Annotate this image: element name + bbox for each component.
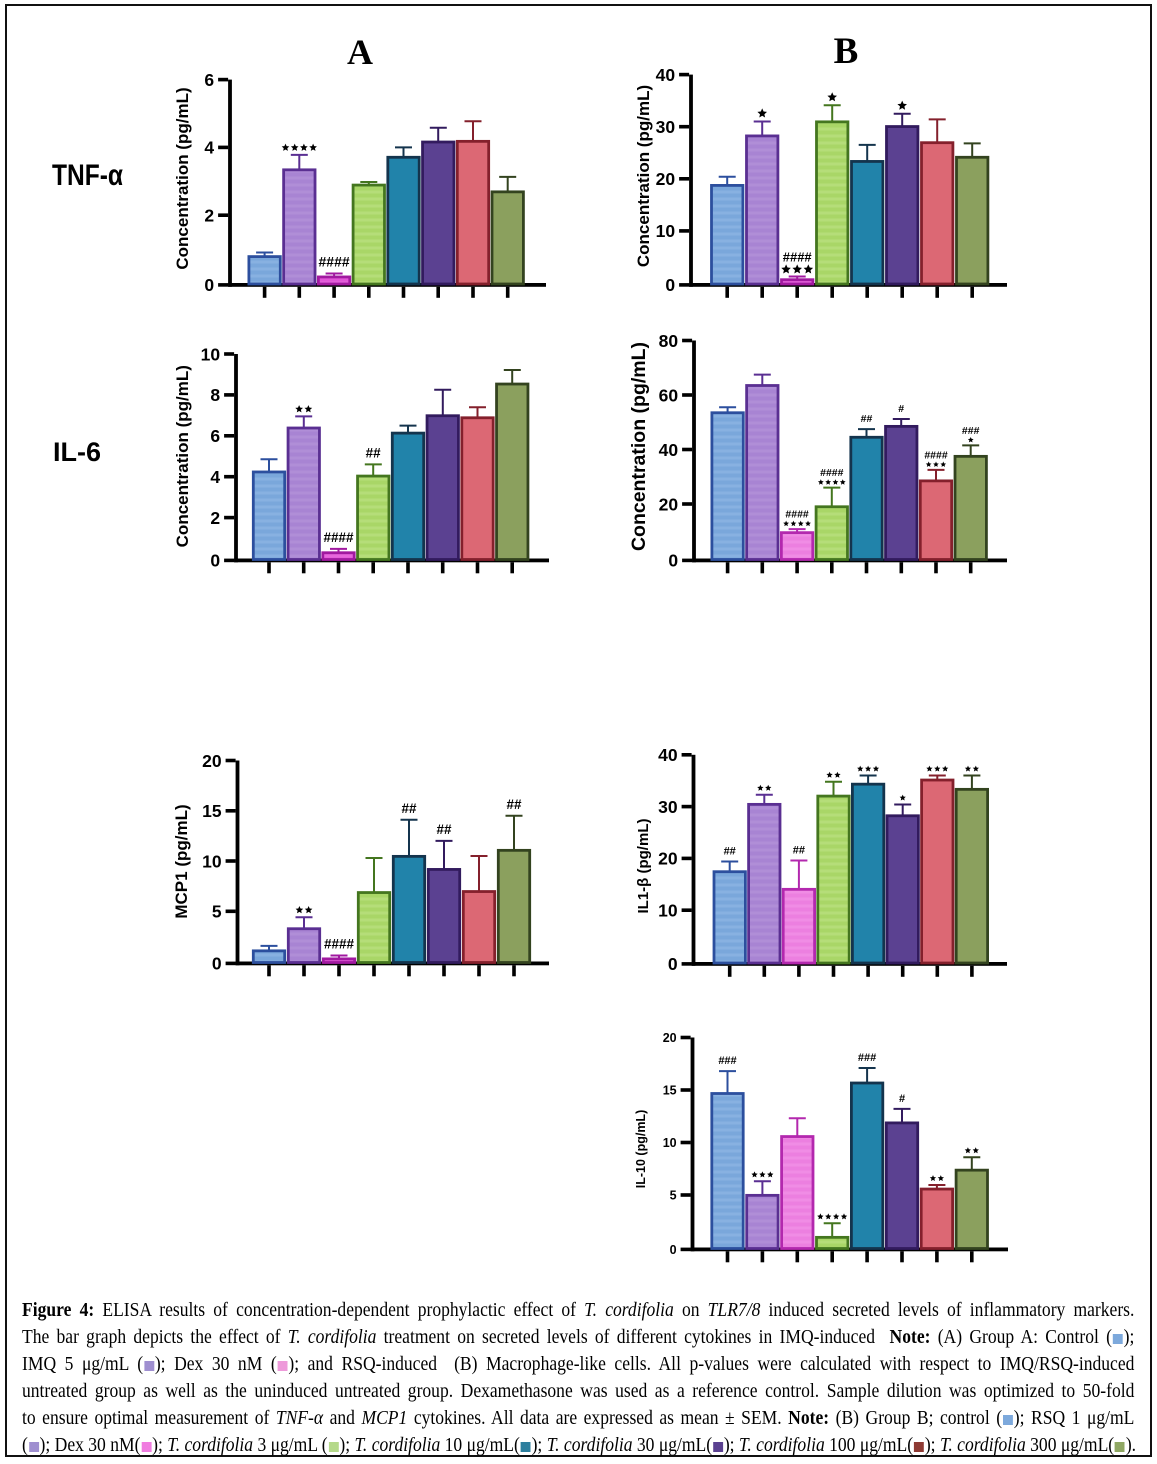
svg-text:4: 4 — [210, 467, 220, 487]
svg-text:####: #### — [319, 254, 350, 270]
svg-text:####: #### — [820, 467, 844, 479]
svg-text:MCP1 (pg/mL): MCP1 (pg/mL) — [172, 804, 191, 918]
svg-text:15: 15 — [663, 1084, 677, 1098]
svg-text:####: #### — [323, 530, 354, 545]
svg-text:15: 15 — [202, 801, 222, 821]
svg-text:4: 4 — [204, 138, 214, 158]
svg-text:Concentration (pg/mL): Concentration (pg/mL) — [628, 342, 650, 551]
svg-text:##: ## — [724, 846, 736, 858]
svg-text:10: 10 — [202, 851, 222, 871]
svg-text:10: 10 — [663, 1136, 677, 1150]
svg-text:20: 20 — [656, 169, 676, 189]
svg-text:30: 30 — [656, 117, 676, 137]
svg-text:####: #### — [785, 509, 809, 521]
svg-text:TNF-α: TNF-α — [52, 159, 123, 192]
svg-text:#: # — [899, 1093, 905, 1105]
svg-text:##: ## — [861, 413, 873, 425]
svg-text:8: 8 — [210, 385, 220, 405]
svg-text:0: 0 — [668, 954, 678, 974]
svg-text:###: ### — [858, 1052, 876, 1064]
svg-text:0: 0 — [668, 551, 678, 571]
svg-text:6: 6 — [204, 70, 214, 90]
svg-text:0: 0 — [204, 275, 214, 295]
svg-text:IL1-β (pg/mL): IL1-β (pg/mL) — [635, 819, 652, 914]
svg-text:20: 20 — [663, 1031, 677, 1045]
svg-text:Concentration (pg/mL): Concentration (pg/mL) — [173, 365, 192, 547]
svg-text:0: 0 — [210, 551, 220, 571]
svg-text:####: #### — [783, 249, 813, 264]
svg-text:2: 2 — [204, 206, 214, 226]
svg-text:2: 2 — [210, 508, 220, 528]
svg-text:10: 10 — [658, 901, 678, 921]
svg-text:5: 5 — [670, 1189, 677, 1203]
svg-text:10: 10 — [201, 344, 221, 364]
svg-text:6: 6 — [210, 426, 220, 446]
svg-text:####: #### — [924, 450, 948, 462]
svg-text:40: 40 — [658, 745, 678, 765]
svg-text:IL-10 (pg/mL): IL-10 (pg/mL) — [634, 1110, 648, 1188]
svg-text:20: 20 — [658, 849, 678, 869]
svg-text:0: 0 — [670, 1243, 677, 1257]
svg-text:##: ## — [506, 797, 522, 812]
svg-text:A: A — [347, 32, 373, 72]
svg-text:20: 20 — [202, 751, 222, 771]
svg-text:5: 5 — [212, 902, 222, 922]
svg-text:0: 0 — [665, 275, 675, 295]
svg-text:Concentration (pg/mL): Concentration (pg/mL) — [173, 87, 192, 269]
svg-text:###: ### — [718, 1055, 736, 1067]
svg-text:60: 60 — [659, 385, 679, 405]
svg-text:##: ## — [793, 845, 805, 857]
svg-text:#: # — [898, 403, 904, 415]
svg-text:###: ### — [962, 425, 980, 437]
svg-text:##: ## — [401, 801, 417, 816]
svg-text:40: 40 — [656, 65, 676, 85]
svg-text:Concentration (pg/mL): Concentration (pg/mL) — [634, 85, 653, 267]
svg-text:80: 80 — [659, 331, 679, 351]
svg-text:####: #### — [324, 937, 355, 952]
svg-text:##: ## — [366, 445, 382, 460]
svg-text:B: B — [834, 31, 859, 72]
svg-text:20: 20 — [659, 494, 679, 514]
svg-text:30: 30 — [658, 797, 678, 817]
svg-text:40: 40 — [659, 440, 679, 460]
svg-text:##: ## — [436, 822, 452, 837]
svg-text:IL-6: IL-6 — [53, 437, 101, 467]
svg-text:0: 0 — [212, 954, 222, 974]
svg-text:10: 10 — [656, 221, 676, 241]
